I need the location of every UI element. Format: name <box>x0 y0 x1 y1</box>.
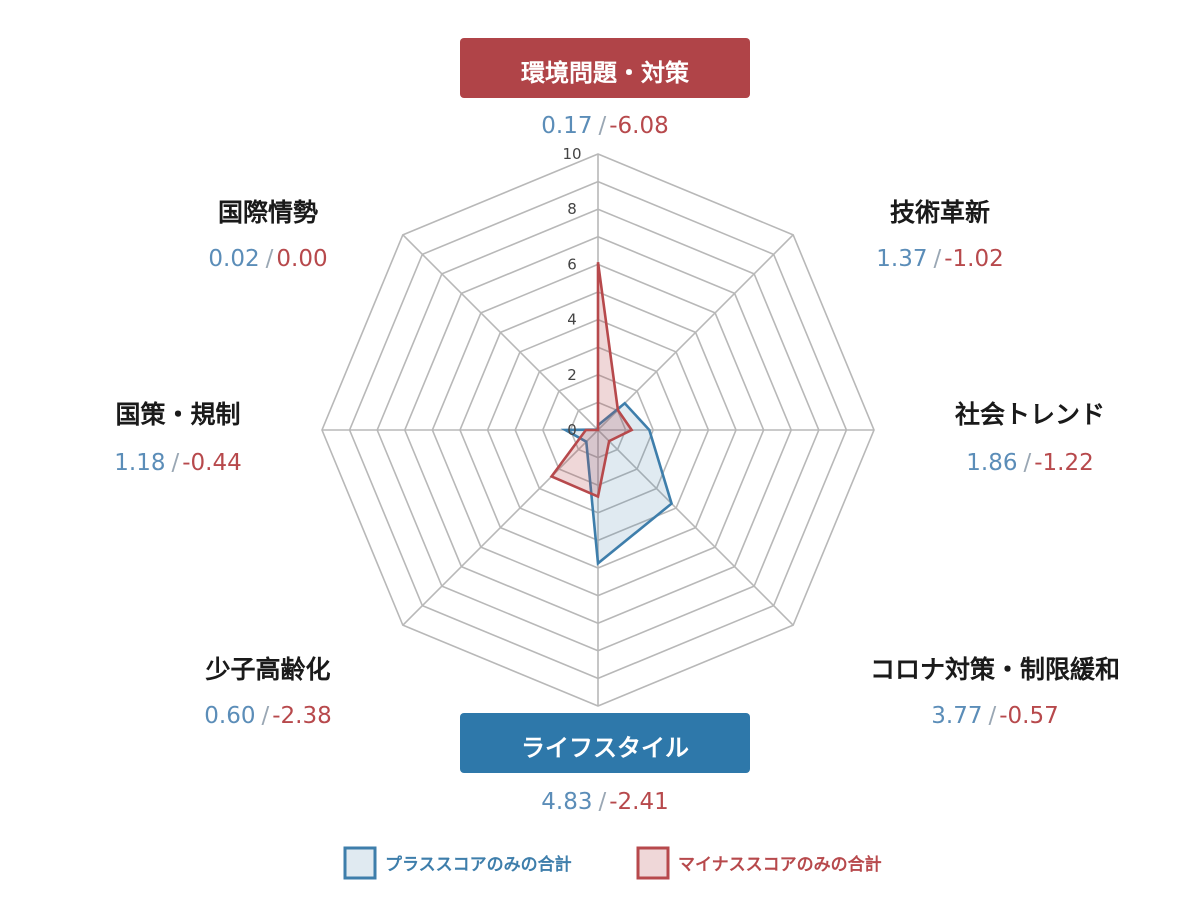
plus-value: 1.18 <box>114 450 165 476</box>
value-separator: / <box>598 113 606 139</box>
category-values: 4.83/-2.41 <box>541 789 668 815</box>
minus-value: -2.38 <box>272 703 332 729</box>
radial-tick-labels: 0 2 4 6 8 10 <box>562 145 581 439</box>
category-label: 環境問題・対策 <box>521 59 690 87</box>
plus-value: 1.37 <box>876 246 927 272</box>
grid-spoke <box>597 234 794 431</box>
category-values: 0.02 /0.00 <box>208 246 327 272</box>
category-label: 技術革新 <box>890 198 990 227</box>
minus-value: -0.57 <box>999 703 1059 729</box>
grid-spoke <box>402 429 599 626</box>
category-label: コロナ対策・制限緩和 <box>870 655 1120 684</box>
category-values: 1.18/-0.44 <box>114 450 241 476</box>
grid-spoke <box>402 234 599 431</box>
category-values: 1.37/-1.02 <box>876 246 1003 272</box>
plus-value: 4.83 <box>541 789 592 815</box>
tick-label: 2 <box>567 366 577 384</box>
minus-value: -6.08 <box>609 113 669 139</box>
legend-label-plus: プラススコアのみの合計 <box>385 854 572 875</box>
plus-value: 3.77 <box>931 703 982 729</box>
category-label: 社会トレンド <box>955 400 1105 429</box>
category-label: 国際情勢 <box>218 198 318 227</box>
value-separator: / <box>171 450 179 476</box>
legend-swatch-plus <box>343 846 377 880</box>
plus-value: 0.02 <box>208 246 259 272</box>
radar-series <box>549 262 674 566</box>
tick-label: 6 <box>567 255 577 273</box>
plus-value: 1.86 <box>966 450 1017 476</box>
category-values: 1.86/-1.22 <box>966 450 1093 476</box>
category-labels: 環境問題・対策0.17/-6.08技術革新1.37/-1.02社会トレンド1.8… <box>114 38 1120 815</box>
value-separator: / <box>988 703 996 729</box>
minus-value: -0.44 <box>182 450 242 476</box>
minus-value: -1.02 <box>944 246 1004 272</box>
plus-value: 0.60 <box>204 703 255 729</box>
legend-swatch-minus <box>636 846 670 880</box>
tick-label: 8 <box>567 200 577 218</box>
value-separator: / <box>1023 450 1031 476</box>
value-separator: / <box>266 246 274 272</box>
tick-label: 4 <box>567 311 577 329</box>
legend: プラススコアのみの合計 マイナススコアのみの合計 <box>343 846 882 880</box>
value-separator: / <box>261 703 269 729</box>
minus-value: -2.41 <box>609 789 669 815</box>
tick-label: 10 <box>562 145 581 163</box>
minus-value: -1.22 <box>1034 450 1094 476</box>
category-values: 0.17/-6.08 <box>541 113 668 139</box>
category-values: 3.77/-0.57 <box>931 703 1058 729</box>
category-badge <box>460 713 750 773</box>
value-separator: / <box>598 789 606 815</box>
plus-value: 0.17 <box>541 113 592 139</box>
category-values: 0.60/-2.38 <box>204 703 331 729</box>
category-badge <box>460 38 750 98</box>
grid-spoke <box>597 429 794 626</box>
category-label: 国策・規制 <box>115 400 240 429</box>
category-label: 少子高齢化 <box>204 655 330 684</box>
value-separator: / <box>933 246 941 272</box>
tick-label: 0 <box>567 421 577 439</box>
minus-value: 0.00 <box>276 246 327 272</box>
legend-label-minus: マイナススコアのみの合計 <box>678 854 882 875</box>
category-label: ライフスタイル <box>521 734 689 762</box>
